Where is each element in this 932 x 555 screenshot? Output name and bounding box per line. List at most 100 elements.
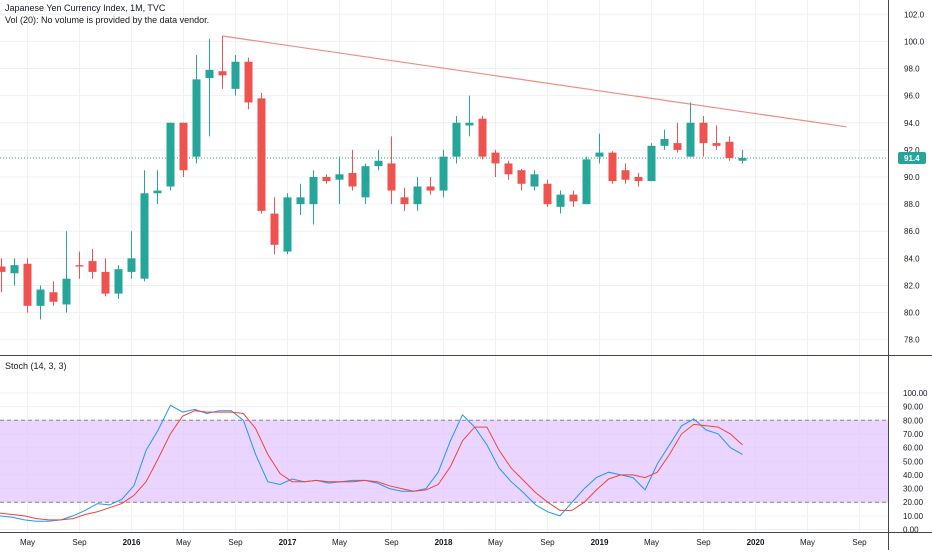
time-tick-label: May xyxy=(332,538,347,547)
candle xyxy=(556,190,565,214)
price-tick-label: 84.0 xyxy=(904,254,920,263)
candle-body xyxy=(504,163,513,175)
candle-body xyxy=(738,158,747,161)
candle xyxy=(582,156,591,205)
stoch-tick-label: 10.00 xyxy=(903,512,924,521)
candle xyxy=(361,163,370,205)
candle-body xyxy=(426,186,435,191)
candle-body xyxy=(595,152,604,157)
candle-body xyxy=(270,213,279,245)
candle-body xyxy=(647,145,656,182)
stoch-title: Stoch (14, 3, 3) xyxy=(5,361,67,371)
candle xyxy=(478,115,487,160)
candle-body xyxy=(0,266,6,272)
candle xyxy=(322,174,331,184)
candle-body xyxy=(582,159,591,205)
trendline xyxy=(222,35,847,128)
candle xyxy=(426,177,435,195)
chart-title: Japanese Yen Currency Index, 1M, TVC xyxy=(5,3,166,13)
stoch-tick-label: 100.00 xyxy=(903,389,928,398)
candle xyxy=(712,125,721,150)
candle-body xyxy=(439,156,448,191)
candle xyxy=(335,156,344,205)
candle xyxy=(452,115,461,164)
candle-body xyxy=(621,170,630,180)
candle-body xyxy=(75,265,84,267)
candle xyxy=(0,258,6,293)
time-tick-label: May xyxy=(20,538,35,547)
candle-body xyxy=(413,186,422,205)
candle-body xyxy=(699,122,708,144)
candle xyxy=(218,35,227,89)
time-tick-label: 2019 xyxy=(591,538,609,547)
candle xyxy=(569,190,578,207)
candle-body xyxy=(634,177,643,182)
stoch-tick-label: 70.00 xyxy=(903,430,924,439)
stoch-tick-label: 20.00 xyxy=(903,498,924,507)
candle xyxy=(543,179,552,207)
time-axis: May Sep 2016 May Sep 2017 May Sep 2018 May Sep 2019… xyxy=(20,538,867,547)
candle-body xyxy=(530,174,539,187)
candle xyxy=(465,95,474,137)
candle-body xyxy=(153,190,162,194)
candle-body xyxy=(322,177,331,182)
last-price-badge-bg xyxy=(898,152,926,165)
time-tick-label: Sep xyxy=(696,538,711,547)
candle-body xyxy=(569,194,578,202)
candle xyxy=(283,193,292,255)
time-tick-label: May xyxy=(176,538,191,547)
time-tick-label: Sep xyxy=(852,538,867,547)
candle xyxy=(140,170,149,282)
time-tick-label: 2020 xyxy=(747,538,765,547)
candle-body xyxy=(400,197,409,205)
candle-body xyxy=(608,152,617,182)
time-tick-label: 2016 xyxy=(123,538,141,547)
candle-body xyxy=(205,69,214,79)
candle xyxy=(101,258,110,297)
candle-body xyxy=(244,61,253,103)
stoch-axis: 0.00 10.00 20.00 30.00 40.00 50.00 60.00 70.00 8… xyxy=(903,389,928,535)
candle xyxy=(127,231,136,279)
candle xyxy=(270,197,279,255)
candle xyxy=(725,136,734,161)
candle xyxy=(595,133,604,164)
time-tick-label: May xyxy=(644,538,659,547)
stoch-tick-label: 0.00 xyxy=(903,526,919,535)
candle xyxy=(491,149,500,177)
candle xyxy=(647,143,656,182)
price-axis: 78.0 80.0 82.0 84.0 86.0 88.0 90.0 92.0 94.0 96.0… xyxy=(904,10,925,344)
candle xyxy=(348,149,357,191)
stoch-tick-label: 30.00 xyxy=(903,485,924,494)
time-tick-label: Sep xyxy=(384,538,399,547)
candle xyxy=(179,122,188,177)
candle xyxy=(738,149,747,164)
candle-body xyxy=(309,177,318,205)
candle xyxy=(387,136,396,205)
time-tick-label: 2018 xyxy=(435,538,453,547)
candle xyxy=(231,54,240,96)
candle-body xyxy=(387,163,396,191)
candle-body xyxy=(465,122,474,126)
price-tick-label: 92.0 xyxy=(904,146,920,155)
candle-body xyxy=(192,79,201,157)
candle-body xyxy=(166,122,175,187)
candle-body xyxy=(283,197,292,252)
candle xyxy=(75,251,84,279)
candle-body xyxy=(660,139,669,146)
candles xyxy=(0,35,747,320)
candle xyxy=(257,92,266,214)
candle xyxy=(530,170,539,191)
candle-body xyxy=(725,141,734,159)
candle-body xyxy=(62,278,71,305)
stoch-tick-label: 50.00 xyxy=(903,457,924,466)
candle xyxy=(517,168,526,191)
candle xyxy=(205,38,214,137)
candle-body xyxy=(296,197,305,205)
candle xyxy=(166,122,175,191)
candle xyxy=(153,170,162,205)
candle-body xyxy=(374,160,383,167)
candle-body xyxy=(257,98,266,211)
price-tick-label: 96.0 xyxy=(904,92,920,101)
